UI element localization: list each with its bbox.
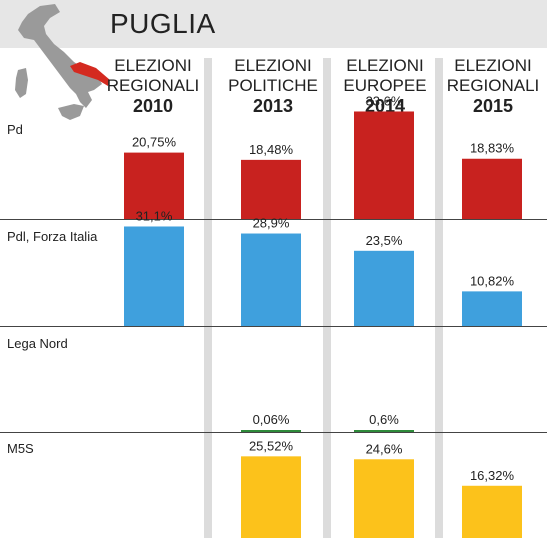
data-label-2-1: 0,06% <box>253 412 290 427</box>
column-header-1: ELEZIONI REGIONALI 2010 <box>97 56 209 116</box>
column-header-1-year: 2010 <box>132 96 174 116</box>
data-label-1-1: 28,9% <box>253 216 290 231</box>
column-header-1-line1: ELEZIONI <box>114 56 192 75</box>
data-label-1-2: 23,5% <box>366 233 403 248</box>
party-label-pdl-forza-italia: Pdl, Forza Italia <box>7 229 98 244</box>
bar-3-1 <box>241 456 301 538</box>
sicily-shape <box>58 104 84 120</box>
puglia-region-shape <box>70 62 110 86</box>
data-label-3-1: 25,52% <box>249 438 294 453</box>
column-header-2-year: 2013 <box>252 96 294 116</box>
column-header-4-line1: ELEZIONI <box>454 56 532 75</box>
bar-1-0 <box>124 226 184 326</box>
sardinia-shape <box>15 68 28 98</box>
column-header-2-line1: ELEZIONI <box>234 56 312 75</box>
bar-0-1 <box>241 159 301 219</box>
data-label-1-0: 31,1% <box>136 208 173 223</box>
column-header-4-line2: REGIONALI <box>446 76 540 95</box>
column-header-2-line2: POLITICHE <box>228 76 318 95</box>
bar-2-1 <box>241 430 301 432</box>
column-header-3-line1: ELEZIONI <box>346 56 424 75</box>
column-separator-3 <box>435 58 443 538</box>
bar-3-3 <box>462 485 522 538</box>
party-label-m5s: M5S <box>7 441 34 456</box>
data-label-3-2: 24,6% <box>366 441 403 456</box>
data-label-2-2: 0,6% <box>369 412 399 427</box>
bar-1-3 <box>462 291 522 326</box>
italy-mainland-shape <box>18 4 102 108</box>
title-bar <box>0 0 547 48</box>
italy-map-icon <box>15 4 110 120</box>
data-label-3-3: 16,32% <box>470 468 515 483</box>
bar-2-2 <box>354 430 414 432</box>
column-header-1-line2: REGIONALI <box>106 76 200 95</box>
column-header-3-year: 2014 <box>364 96 406 116</box>
column-header-3-line2: EUROPEE <box>343 76 427 95</box>
data-label-0-1: 18,48% <box>249 142 294 157</box>
region-title: PUGLIA <box>110 8 216 39</box>
column-header-3: ELEZIONI EUROPEE 2014 <box>329 56 441 116</box>
bar-0-3 <box>462 158 522 219</box>
data-label-0-2: 33,6% <box>366 93 403 108</box>
party-label-lega-nord: Lega Nord <box>7 336 68 351</box>
column-separator-2 <box>323 58 331 538</box>
bar-1-2 <box>354 250 414 326</box>
bar-1-1 <box>241 233 301 326</box>
data-label-1-3: 10,82% <box>470 273 515 288</box>
column-separator-1 <box>204 58 212 538</box>
column-header-4-year: 2015 <box>472 96 514 116</box>
column-header-4: ELEZIONI REGIONALI 2015 <box>437 56 547 116</box>
bar-0-2 <box>354 111 414 219</box>
data-label-0-0: 20,75% <box>132 135 177 150</box>
party-label-pd: Pd <box>7 122 23 137</box>
data-label-0-3: 18,83% <box>470 141 515 156</box>
column-header-2: ELEZIONI POLITICHE 2013 <box>217 56 329 116</box>
bar-0-0 <box>124 152 184 219</box>
bar-3-2 <box>354 459 414 538</box>
